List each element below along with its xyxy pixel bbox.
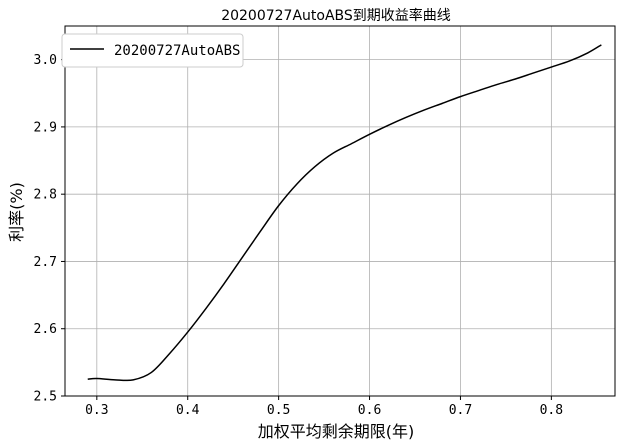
x-tick-label: 0.4	[176, 403, 200, 418]
y-tick-label: 2.5	[34, 390, 57, 405]
plot-area	[65, 26, 615, 396]
series-line-0	[87, 44, 602, 382]
legend: 20200727AutoABS	[61, 33, 244, 68]
x-axis: 0.3 0.4 0.5 0.6 0.7 0.8	[85, 396, 563, 418]
y-tick-label: 2.6	[34, 322, 57, 337]
y-tick-label: 2.9	[34, 120, 57, 135]
x-tick-label: 0.6	[358, 403, 381, 418]
legend-label: 20200727AutoABS	[114, 43, 240, 59]
x-tick-label: 0.3	[85, 403, 108, 418]
series-layer	[87, 44, 602, 382]
y-axis-title: 利率(%)	[7, 182, 26, 242]
y-tick-label: 2.8	[34, 188, 57, 203]
y-tick-label: 2.7	[34, 255, 57, 270]
x-axis-title: 加权平均剩余期限(年)	[258, 422, 415, 441]
x-tick-label: 0.8	[540, 403, 563, 418]
y-axis: 2.5 2.6 2.7 2.8 2.9 3.0	[34, 53, 65, 405]
plot-border	[64, 25, 616, 397]
chart-title: 20200727AutoABS到期收益率曲线	[221, 7, 451, 24]
y-tick-label: 3.0	[34, 53, 57, 68]
x-tick-label: 0.7	[449, 403, 472, 418]
legend-box	[61, 33, 244, 68]
x-tick-label: 0.5	[267, 403, 290, 418]
